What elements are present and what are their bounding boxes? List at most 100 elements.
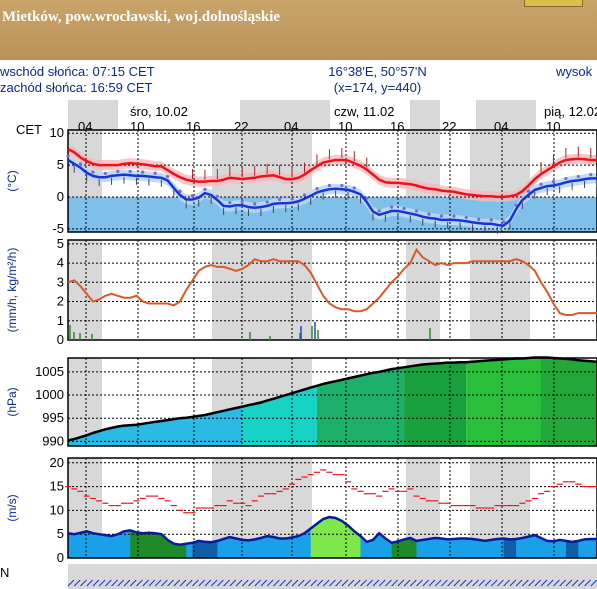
direction-label: N — [0, 565, 9, 580]
wind-band — [192, 540, 218, 558]
timeline-night — [476, 100, 536, 130]
y-tick-label: 3 — [57, 274, 64, 289]
dew-point-dot — [489, 218, 493, 222]
dew-point-dot — [402, 206, 406, 211]
wind-arrow — [391, 579, 398, 587]
y-tick-label: 0 — [57, 189, 64, 204]
wind-arrow — [341, 579, 349, 587]
wind-arrow — [185, 579, 193, 587]
y-tick-label: 2 — [57, 294, 64, 309]
wind-arrow — [160, 579, 168, 587]
wind-arrow — [490, 579, 498, 587]
wind-arrow — [136, 579, 143, 587]
wind-arrow — [129, 579, 137, 587]
dew-point-dot — [352, 186, 356, 190]
wind-arrow — [322, 579, 330, 587]
wind-arrow — [509, 579, 517, 587]
day-label: czw, 11.02 — [334, 104, 394, 119]
timeline-night — [240, 100, 330, 130]
wind-arrow — [142, 579, 150, 587]
dew-point-dot — [265, 200, 269, 204]
coords-text: 16°38'E, 50°57'N — [328, 64, 427, 79]
wind-band — [130, 530, 187, 558]
dew-point-dot — [141, 170, 145, 174]
wind-arrow — [416, 579, 423, 587]
wind-arrow — [235, 579, 243, 587]
wind-arrow — [422, 579, 430, 587]
wind-arrow — [559, 579, 567, 587]
wind-arrow — [104, 579, 112, 587]
wind-arrow — [434, 579, 442, 587]
dew-point-dot — [564, 176, 568, 181]
wind-arrow — [546, 579, 554, 587]
wind-arrow — [409, 579, 417, 587]
dew-point-dot — [190, 194, 195, 198]
temperature-line — [67, 147, 597, 199]
sunset-text: zachód słońca: 16:59 CET — [0, 80, 153, 95]
dew-point-dot — [290, 197, 294, 201]
dew-point-dot — [414, 209, 419, 213]
wind-arrow — [223, 579, 230, 587]
y-axis-label: (m/s) — [5, 494, 19, 521]
wind-arrow — [260, 579, 268, 587]
wind-arrow — [98, 579, 106, 587]
wind-arrow — [291, 579, 299, 587]
wind-arrow — [553, 579, 560, 587]
dew-point-dot — [526, 189, 531, 193]
wind-arrow — [148, 579, 156, 587]
dew-point-dot — [78, 162, 83, 166]
dew-point-dot — [365, 196, 369, 200]
wind-arrow — [266, 579, 274, 587]
y-tick-label: 4 — [57, 255, 64, 270]
wind-arrow — [117, 579, 125, 587]
wind-arrow — [366, 579, 374, 587]
wind-arrow — [73, 579, 81, 587]
wind-arrow — [503, 579, 511, 587]
y-tick-label: 990 — [42, 433, 64, 448]
wind-arrow — [92, 579, 100, 587]
wind-arrow — [378, 579, 386, 587]
wind-band — [565, 540, 579, 558]
y-tick-label: 1005 — [35, 364, 64, 379]
wind-arrow — [459, 579, 467, 587]
dew-point-dot — [377, 209, 381, 213]
y-axis-label: (°C) — [5, 170, 19, 191]
wind-arrow — [297, 579, 305, 587]
dew-point-dot — [576, 174, 580, 179]
wind-arrow — [80, 579, 87, 587]
wind-arrow — [67, 579, 75, 587]
pressure-line — [67, 356, 597, 442]
dew-point-dot — [178, 189, 182, 193]
banner-tab[interactable] — [524, 0, 583, 7]
y-tick-label: 1 — [57, 313, 64, 328]
location-banner: Mietków, pow.wrocławski, woj.dolnośląski… — [0, 0, 597, 60]
dew-point-dot — [215, 194, 219, 198]
wind-arrow — [304, 579, 311, 587]
pressure-area — [316, 367, 405, 446]
wind-arrow — [403, 579, 411, 587]
dew-point-dot — [228, 201, 232, 205]
dew-point-dot — [66, 154, 70, 158]
y-tick-label: 10 — [50, 502, 64, 517]
dew-point-dot — [327, 183, 331, 188]
dew-point-line — [67, 158, 597, 227]
dew-point-dot — [128, 169, 132, 174]
wind-arrow — [192, 579, 199, 587]
wind-arrow — [484, 579, 492, 587]
dew-point-dot — [91, 170, 95, 174]
timeline-night — [410, 100, 440, 130]
night-band — [212, 240, 312, 340]
wind-arrow — [441, 579, 448, 587]
wind-arrow — [254, 579, 262, 587]
wind-arrow — [565, 579, 573, 587]
wind-arrow — [472, 579, 479, 587]
y-tick-label: -5 — [52, 221, 64, 236]
dew-point-dot — [253, 202, 257, 206]
timezone-label: CET — [16, 122, 42, 137]
wind-arrow — [478, 579, 486, 587]
y-tick-label: 1000 — [35, 387, 64, 402]
day-label: śro, 10.02 — [130, 104, 188, 119]
wind-arrow — [204, 579, 212, 587]
dew-point-dot — [539, 182, 543, 186]
wind-direction-strip — [68, 564, 597, 589]
